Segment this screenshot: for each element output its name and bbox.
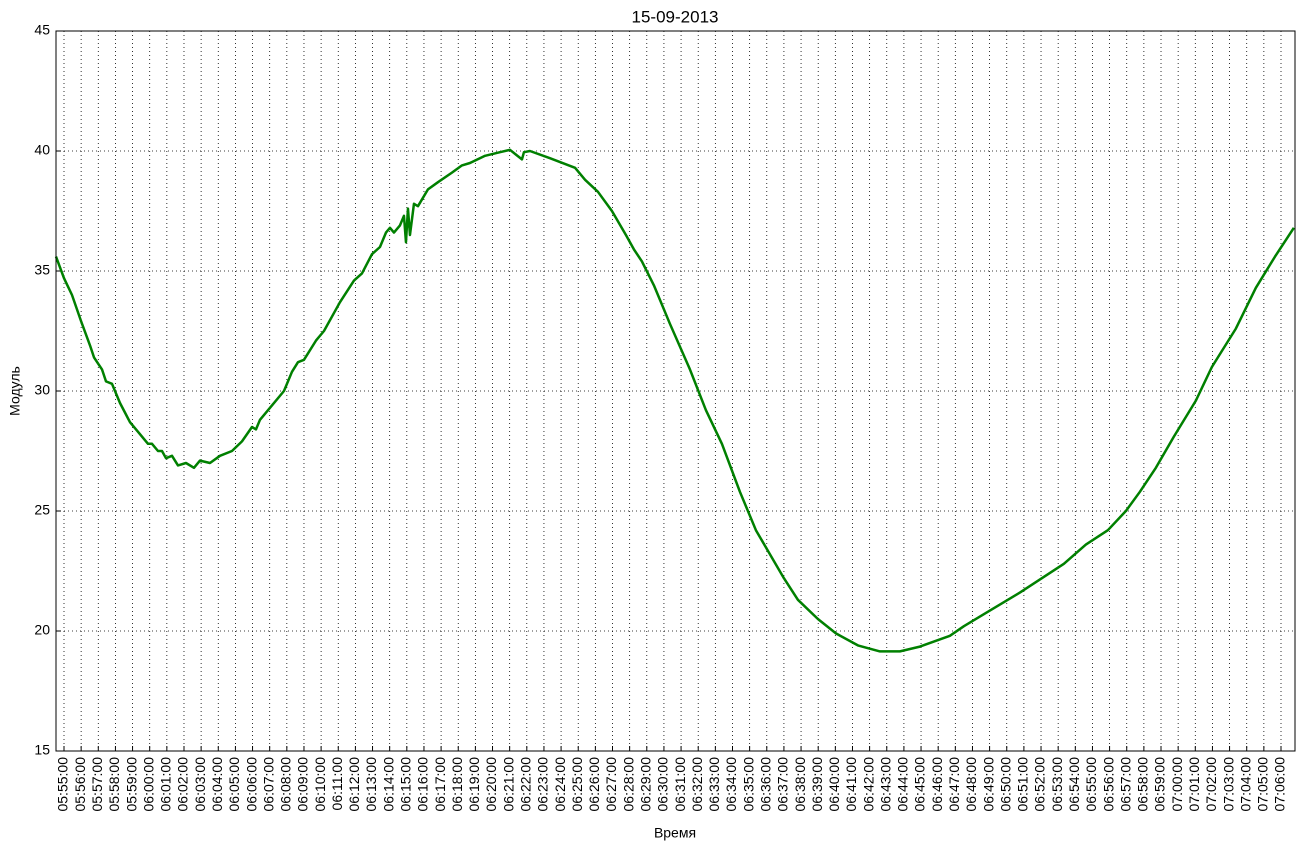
y-tick-label: 15: [34, 742, 50, 758]
x-tick-label: 06:26:00: [586, 757, 602, 812]
plot-frame: [55, 30, 1296, 752]
x-tick-label: 06:36:00: [757, 757, 773, 812]
x-tick-label: 06:40:00: [826, 757, 842, 812]
y-tick-label: 30: [34, 382, 50, 398]
x-tick-label: 06:00:00: [140, 757, 156, 812]
x-tick-label: 06:27:00: [603, 757, 619, 812]
x-tick-label: 06:48:00: [963, 757, 979, 812]
x-tick-label: 06:32:00: [689, 757, 705, 812]
x-tick-label: 06:21:00: [500, 757, 516, 812]
x-tick-label: 06:33:00: [706, 757, 722, 812]
x-tick-label: 06:09:00: [295, 757, 311, 812]
x-tick-label: 06:57:00: [1117, 757, 1133, 812]
x-tick-label: 05:57:00: [89, 757, 105, 812]
x-tick-label: 06:56:00: [1100, 757, 1116, 812]
x-tick-label: 06:58:00: [1135, 757, 1151, 812]
x-tick-label: 06:51:00: [1015, 757, 1031, 812]
x-tick-label: 06:31:00: [672, 757, 688, 812]
x-tick-label: 07:06:00: [1272, 757, 1288, 812]
x-tick-label: 06:37:00: [775, 757, 791, 812]
x-tick-label: 06:47:00: [946, 757, 962, 812]
x-tick-label: 06:20:00: [483, 757, 499, 812]
x-tick-label: 06:44:00: [895, 757, 911, 812]
x-tick-label: 06:59:00: [1152, 757, 1168, 812]
x-tick-label: 06:29:00: [637, 757, 653, 812]
x-tick-label: 06:02:00: [175, 757, 191, 812]
x-tick-label: 05:55:00: [55, 757, 71, 812]
y-tick-label: 20: [34, 622, 50, 638]
x-tick-label: 06:24:00: [552, 757, 568, 812]
x-tick-label: 06:50:00: [997, 757, 1013, 812]
y-tick-label: 25: [34, 502, 50, 518]
x-tick-label: 06:06:00: [243, 757, 259, 812]
x-tick-label: 07:04:00: [1237, 757, 1253, 812]
x-tick-label: 06:41:00: [843, 757, 859, 812]
x-tick-label: 06:04:00: [209, 757, 225, 812]
x-tick-label: 06:10:00: [312, 757, 328, 812]
x-tick-label: 06:08:00: [278, 757, 294, 812]
x-tick-label: 07:02:00: [1203, 757, 1219, 812]
y-tick-label: 45: [34, 22, 50, 38]
chart-title: 15-09-2013: [632, 7, 719, 26]
x-tick-label: 06:42:00: [860, 757, 876, 812]
y-axis-label: Модуль: [7, 366, 23, 416]
x-tick-label: 06:03:00: [192, 757, 208, 812]
x-tick-label: 05:59:00: [123, 757, 139, 812]
x-tick-label: 06:18:00: [449, 757, 465, 812]
x-tick-label: 06:34:00: [723, 757, 739, 812]
x-axis-label: Время: [654, 825, 696, 841]
x-tick-label: 06:35:00: [740, 757, 756, 812]
x-tick-label: 06:52:00: [1032, 757, 1048, 812]
x-tick-label: 06:14:00: [380, 757, 396, 812]
x-tick-label: 06:46:00: [929, 757, 945, 812]
x-tick-label: 06:19:00: [466, 757, 482, 812]
x-tick-label: 06:53:00: [1049, 757, 1065, 812]
x-tick-label: 06:30:00: [655, 757, 671, 812]
x-tick-label: 06:38:00: [792, 757, 808, 812]
x-tick-label: 06:01:00: [158, 757, 174, 812]
x-tick-label: 06:55:00: [1083, 757, 1099, 812]
x-tick-label: 06:11:00: [329, 757, 345, 811]
x-tick-label: 06:07:00: [260, 757, 276, 812]
x-tick-label: 07:01:00: [1186, 757, 1202, 812]
x-tick-label: 05:56:00: [72, 757, 88, 812]
y-tick-label: 40: [34, 142, 50, 158]
x-tick-label: 06:12:00: [346, 757, 362, 812]
x-tick-label: 06:17:00: [432, 757, 448, 812]
data-line: [54, 148, 1295, 653]
x-tick-label: 06:22:00: [518, 757, 534, 812]
x-tick-label: 06:23:00: [535, 757, 551, 812]
x-tick-label: 06:49:00: [980, 757, 996, 812]
x-tick-label: 06:43:00: [877, 757, 893, 812]
x-tick-label: 06:54:00: [1066, 757, 1082, 812]
x-tick-label: 06:16:00: [415, 757, 431, 812]
x-tick-label: 06:05:00: [226, 757, 242, 812]
x-tick-label: 06:28:00: [620, 757, 636, 812]
x-tick-label: 06:13:00: [363, 757, 379, 812]
x-tick-label: 07:00:00: [1169, 757, 1185, 812]
x-tick-label: 06:39:00: [809, 757, 825, 812]
y-tick-label: 35: [34, 262, 50, 278]
x-tick-label: 07:05:00: [1255, 757, 1271, 812]
x-tick-label: 05:58:00: [106, 757, 122, 812]
x-tick-label: 06:25:00: [569, 757, 585, 812]
x-tick-label: 06:15:00: [398, 757, 414, 812]
x-tick-label: 07:03:00: [1220, 757, 1236, 812]
x-tick-label: 06:45:00: [912, 757, 928, 812]
